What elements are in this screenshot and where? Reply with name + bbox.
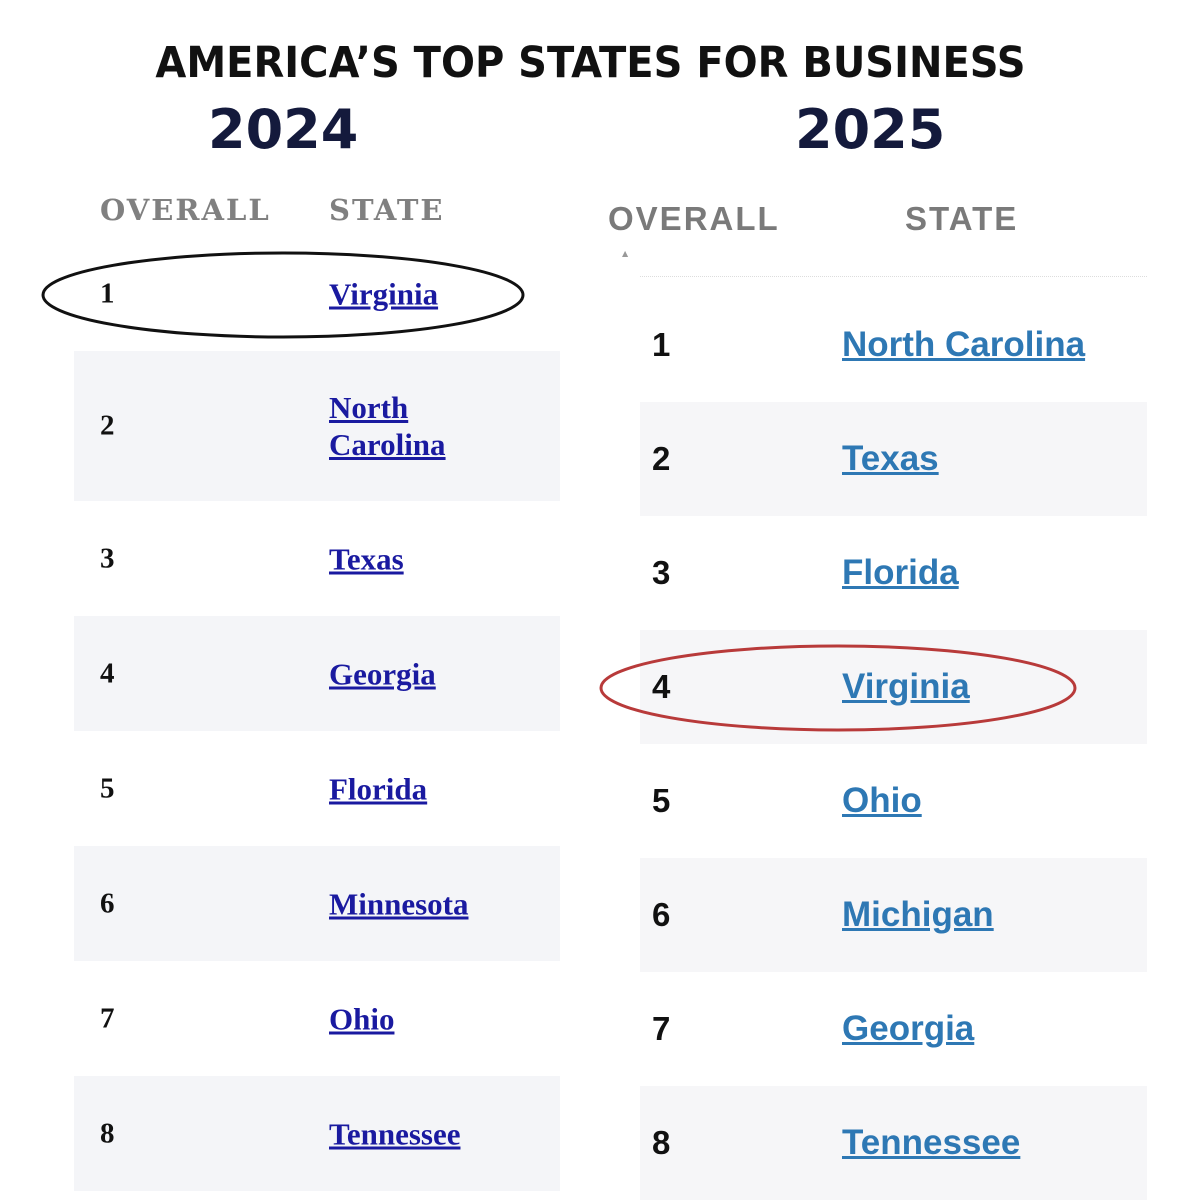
state-link[interactable]: Texas bbox=[842, 439, 939, 478]
state-link[interactable]: Georgia bbox=[329, 656, 436, 691]
table-row: 4 Georgia bbox=[74, 616, 560, 731]
sort-indicator-icon[interactable]: ▲ bbox=[622, 249, 629, 258]
table-row: 2 North Carolina bbox=[74, 351, 560, 501]
column-header-state: STATE bbox=[329, 193, 445, 227]
table-row: 6 Michigan bbox=[640, 858, 1147, 972]
column-header-overall: OVERALL bbox=[608, 200, 780, 237]
rank-cell: 3 bbox=[100, 542, 115, 574]
state-link[interactable]: Florida bbox=[842, 553, 959, 592]
rank-cell: 6 bbox=[652, 896, 671, 933]
table-row: 3 Florida bbox=[640, 516, 1147, 630]
state-link[interactable]: Virginia bbox=[842, 667, 970, 706]
table-row: 8 Tennessee bbox=[74, 1076, 560, 1191]
state-link[interactable]: Virginia bbox=[329, 276, 439, 311]
table-row: 8 Tennessee bbox=[640, 1086, 1147, 1200]
table-row: 5 Ohio bbox=[640, 744, 1147, 858]
rank-cell: 5 bbox=[652, 782, 671, 819]
rank-cell: 1 bbox=[652, 326, 671, 363]
rank-cell: 8 bbox=[100, 1117, 115, 1149]
table-row: 7 Ohio bbox=[74, 961, 560, 1076]
table-row: 4 Virginia bbox=[640, 630, 1147, 744]
header-divider bbox=[640, 276, 1147, 277]
state-link[interactable]: Minnesota bbox=[329, 886, 469, 921]
table-row: 5 Florida bbox=[74, 731, 560, 846]
state-link[interactable]: Georgia bbox=[842, 1009, 975, 1048]
rank-cell: 5 bbox=[100, 772, 115, 804]
state-link[interactable]: Tennessee bbox=[329, 1116, 461, 1151]
table-row: 1 North Carolina bbox=[640, 288, 1147, 402]
table-row: 1 Virginia bbox=[74, 236, 560, 351]
state-link[interactable]: Texas bbox=[329, 541, 404, 576]
table-row: 7 Georgia bbox=[640, 972, 1147, 1086]
table-row: 6 Minnesota bbox=[74, 846, 560, 961]
rank-cell: 1 bbox=[100, 277, 115, 309]
rank-cell: 8 bbox=[652, 1124, 671, 1161]
column-header-state: STATE bbox=[905, 200, 1019, 237]
column-header-overall: OVERALL bbox=[100, 193, 271, 227]
state-link[interactable]: North Carolina bbox=[329, 390, 446, 462]
page-title: AMERICA’S TOP STATES FOR BUSINESS bbox=[155, 38, 1026, 88]
rank-cell: 7 bbox=[100, 1002, 115, 1034]
state-link[interactable]: Ohio bbox=[842, 781, 922, 820]
rank-cell: 3 bbox=[652, 554, 671, 591]
table-row: 2 Texas bbox=[640, 402, 1147, 516]
rank-cell: 2 bbox=[652, 440, 671, 477]
state-link[interactable]: North Carolina bbox=[842, 325, 1086, 364]
year-2025-heading: 2025 bbox=[795, 98, 946, 161]
year-2024-heading: 2024 bbox=[208, 98, 359, 161]
state-link[interactable]: Michigan bbox=[842, 895, 994, 934]
rank-cell: 7 bbox=[652, 1010, 671, 1047]
state-link[interactable]: Ohio bbox=[329, 1001, 395, 1036]
rank-cell: 6 bbox=[100, 887, 115, 919]
table-row: 3 Texas bbox=[74, 501, 560, 616]
rank-cell: 4 bbox=[652, 668, 671, 705]
rank-cell: 4 bbox=[100, 657, 115, 689]
state-link[interactable]: Florida bbox=[329, 771, 428, 806]
rank-cell: 2 bbox=[100, 409, 115, 442]
state-link[interactable]: Tennessee bbox=[842, 1123, 1021, 1162]
